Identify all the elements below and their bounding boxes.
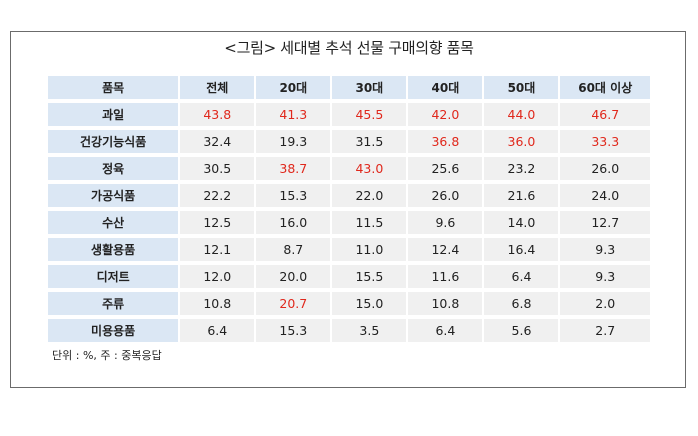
row-label: 주류	[48, 292, 181, 319]
table-cell: 15.3	[256, 319, 333, 346]
table-cell: 12.1	[180, 238, 257, 265]
table-cell: 31.5	[332, 130, 409, 157]
table-cell: 44.0	[484, 103, 561, 130]
table-cell: 6.4	[484, 265, 561, 292]
column-header: 60대 이상	[560, 76, 652, 103]
table-cell: 30.5	[180, 157, 257, 184]
table-cell: 9.6	[408, 211, 485, 238]
table-body: 과일 43.8 41.3 45.5 42.0 44.0 46.7 건강기능식품 32.4 19.3…	[48, 103, 652, 346]
column-header: 50대	[484, 76, 561, 103]
table-cell: 24.0	[560, 184, 652, 211]
column-header: 20대	[256, 76, 333, 103]
table-row: 과일 43.8 41.3 45.5 42.0 44.0 46.7	[48, 103, 652, 130]
table-cell: 19.3	[256, 130, 333, 157]
column-header: 30대	[332, 76, 409, 103]
table-cell: 12.0	[180, 265, 257, 292]
table-cell: 46.7	[560, 103, 652, 130]
table-cell: 2.7	[560, 319, 652, 346]
table-cell: 26.0	[408, 184, 485, 211]
table-cell: 11.5	[332, 211, 409, 238]
table-cell: 21.6	[484, 184, 561, 211]
table-header: 품목 전체 20대 30대 40대 50대 60대 이상	[48, 76, 652, 103]
table-cell: 16.0	[256, 211, 333, 238]
row-label: 수산	[48, 211, 181, 238]
table-cell: 26.0	[560, 157, 652, 184]
table-cell: 12.7	[560, 211, 652, 238]
figure-frame	[10, 31, 686, 388]
table-cell: 12.5	[180, 211, 257, 238]
column-header: 전체	[180, 76, 257, 103]
table-cell: 36.8	[408, 130, 485, 157]
table-cell: 11.6	[408, 265, 485, 292]
table-cell: 10.8	[408, 292, 485, 319]
table-cell: 22.0	[332, 184, 409, 211]
table-cell: 12.4	[408, 238, 485, 265]
table-cell: 10.8	[180, 292, 257, 319]
header-row: 품목 전체 20대 30대 40대 50대 60대 이상	[48, 76, 652, 103]
table-row: 디저트 12.0 20.0 15.5 11.6 6.4 9.3	[48, 265, 652, 292]
table-cell: 15.3	[256, 184, 333, 211]
table-row: 가공식품 22.2 15.3 22.0 26.0 21.6 24.0	[48, 184, 652, 211]
table-cell: 11.0	[332, 238, 409, 265]
table-cell: 41.3	[256, 103, 333, 130]
column-header: 품목	[48, 76, 181, 103]
table-cell: 38.7	[256, 157, 333, 184]
table-cell: 6.4	[180, 319, 257, 346]
table-row: 생활용품 12.1 8.7 11.0 12.4 16.4 9.3	[48, 238, 652, 265]
table-row: 수산 12.5 16.0 11.5 9.6 14.0 12.7	[48, 211, 652, 238]
table-cell: 32.4	[180, 130, 257, 157]
table-cell: 43.0	[332, 157, 409, 184]
row-label: 과일	[48, 103, 181, 130]
table-cell: 25.6	[408, 157, 485, 184]
table-cell: 22.2	[180, 184, 257, 211]
table-cell: 9.3	[560, 265, 652, 292]
table-cell: 14.0	[484, 211, 561, 238]
row-label: 생활용품	[48, 238, 181, 265]
table-row: 미용용품 6.4 15.3 3.5 6.4 5.6 2.7	[48, 319, 652, 346]
row-label: 가공식품	[48, 184, 181, 211]
row-label: 정육	[48, 157, 181, 184]
table-row: 정육 30.5 38.7 43.0 25.6 23.2 26.0	[48, 157, 652, 184]
table-cell: 5.6	[484, 319, 561, 346]
table-cell: 2.0	[560, 292, 652, 319]
table-cell: 6.8	[484, 292, 561, 319]
table-cell: 36.0	[484, 130, 561, 157]
table-cell: 43.8	[180, 103, 257, 130]
figure-title: <그림> 세대별 추석 선물 구매의향 품목	[224, 39, 474, 57]
table-cell: 20.0	[256, 265, 333, 292]
table-row: 건강기능식품 32.4 19.3 31.5 36.8 36.0 33.3	[48, 130, 652, 157]
table-cell: 16.4	[484, 238, 561, 265]
row-label: 건강기능식품	[48, 130, 181, 157]
table-cell: 23.2	[484, 157, 561, 184]
table-cell: 9.3	[560, 238, 652, 265]
table-cell: 20.7	[256, 292, 333, 319]
table-cell: 15.0	[332, 292, 409, 319]
data-table: 품목 전체 20대 30대 40대 50대 60대 이상 과일 43.8 41.3 45.5 42.…	[48, 76, 652, 346]
table-cell: 33.3	[560, 130, 652, 157]
row-label: 미용용품	[48, 319, 181, 346]
table-cell: 6.4	[408, 319, 485, 346]
table-cell: 8.7	[256, 238, 333, 265]
table-cell: 45.5	[332, 103, 409, 130]
row-label: 디저트	[48, 265, 181, 292]
column-header: 40대	[408, 76, 485, 103]
footnote: 단위 : %, 주 : 중복응답	[52, 349, 162, 362]
table-cell: 15.5	[332, 265, 409, 292]
table-cell: 3.5	[332, 319, 409, 346]
table-cell: 42.0	[408, 103, 485, 130]
table-row: 주류 10.8 20.7 15.0 10.8 6.8 2.0	[48, 292, 652, 319]
